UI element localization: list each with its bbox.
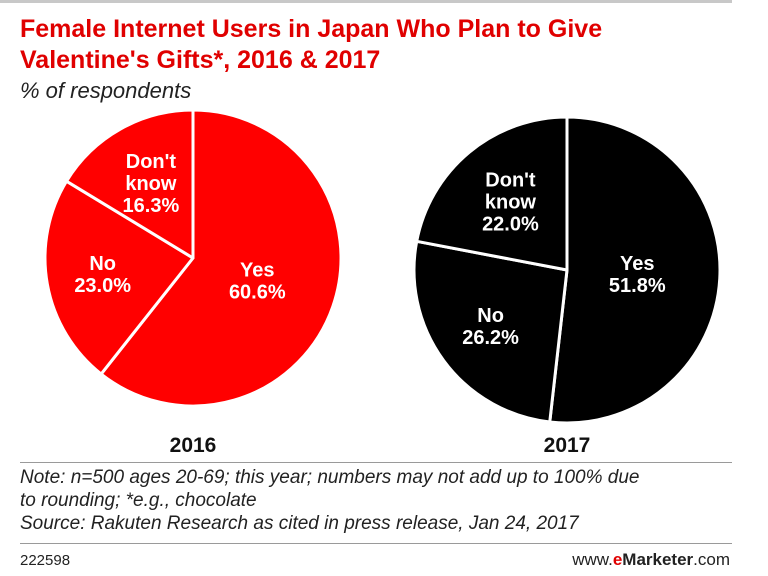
footer-divider-bottom [20,543,732,544]
brand-prefix: www. [572,550,613,569]
pie-label-no-2017: No 26.2% [462,305,519,349]
brand-name: Marketer [622,550,694,569]
pie-chart-2017: Yes 51.8% No 26.2% Don't know 22.0% 2017 [412,115,722,457]
pie-chart-2016: Yes 60.6% No 23.0% Don't know 16.3% 2016 [43,108,343,457]
pie-slice-don-t-know-2017 [415,115,569,272]
chart-title-line-1: Female Internet Users in Japan Who Plan … [20,15,603,43]
source-line: Source: Rakuten Research as cited in pre… [20,513,579,534]
pie-label-don-t-know-2016: Don't know 16.3% [123,151,180,217]
brand-e: e [612,550,623,569]
pie-label-no-2016: No 23.0% [74,253,131,297]
pie-year-label-2017: 2017 [544,434,591,457]
chart-notes: Note: n=500 ages 20-69; this year; numbe… [20,466,740,535]
chart-subtitle: % of respondents [20,78,192,103]
brand-suffix: .com [693,550,730,569]
pie-slice-no-2017 [412,239,569,424]
chart-title: Female Internet Users in Japan Who Plan … [20,14,730,76]
pie-charts: Yes 60.6% No 23.0% Don't know 16.3% 2016 Yes 51.8… [43,108,722,457]
chart-id: 222598 [20,552,71,569]
pie-year-label-2016: 2016 [170,434,217,457]
pie-label-yes-2017: Yes 51.8% [609,253,666,297]
brand-logo[interactable]: www.eMarketer.com [572,550,730,570]
note-line-1: Note: n=500 ages 20-69; this year; numbe… [20,467,640,488]
top-rule [0,0,732,3]
pie-label-yes-2016: Yes 60.6% [229,259,286,303]
pie-slice-don-t-know-2016 [64,108,195,260]
chart-title-line-2: Valentine's Gifts*, 2016 & 2017 [20,46,381,74]
pie-slice-yes-2017 [548,115,722,425]
pie-slice-no-2016 [43,179,195,376]
note-line-2: to rounding; *e.g., chocolate [20,490,257,511]
pie-slice-yes-2016 [99,108,343,408]
pie-label-don-t-know-2017: Don't know 22.0% [482,170,539,236]
footer-divider-top [20,462,732,463]
